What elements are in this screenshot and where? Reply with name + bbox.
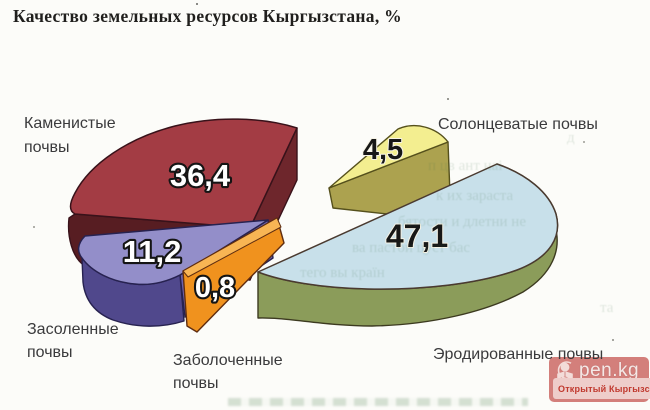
chart-title: Качество земельных ресурсов Кыргызстана,… — [13, 6, 402, 26]
slice-eroded-soils — [257, 163, 559, 327]
watermark-site-name: pen.kg — [579, 360, 640, 381]
value-label-swampy: 0,8 — [195, 272, 235, 304]
value-label-solonetzic: 4,5 — [363, 134, 403, 166]
value-label-saline: 11,2 — [123, 234, 182, 269]
value-label-eroded: 47,1 — [386, 218, 448, 254]
slice-eroded-soils-top-face — [257, 163, 559, 290]
watermark: pen.kg Открытый Кыргызстан — [549, 357, 650, 402]
label-solonetzic-soils: Солонцеватые почвы — [438, 116, 598, 133]
label-saline-soils: Засоленные почвы — [27, 321, 119, 361]
label-stony-soils: Каменистые почвы — [24, 115, 116, 156]
slice-stony-soils-top-face — [69, 118, 298, 229]
scan-specks — [0, 0, 2, 2]
slice-solonetzic-soils-top-face — [328, 124, 449, 189]
label-eroded-soils: Эродированные почвы — [433, 346, 604, 363]
slice-swampy-soils-top-bevel — [182, 217, 282, 278]
label-swampy-soils: Заболоченные почвы — [173, 352, 283, 392]
watermark-caption: Открытый Кыргызстан — [558, 384, 650, 394]
watermark-banner: Открытый Кыргызстан — [553, 378, 650, 399]
slice-swampy-soils — [182, 217, 285, 333]
value-label-stony: 36,4 — [170, 158, 231, 193]
slice-saline-soils-top-face — [77, 219, 269, 286]
